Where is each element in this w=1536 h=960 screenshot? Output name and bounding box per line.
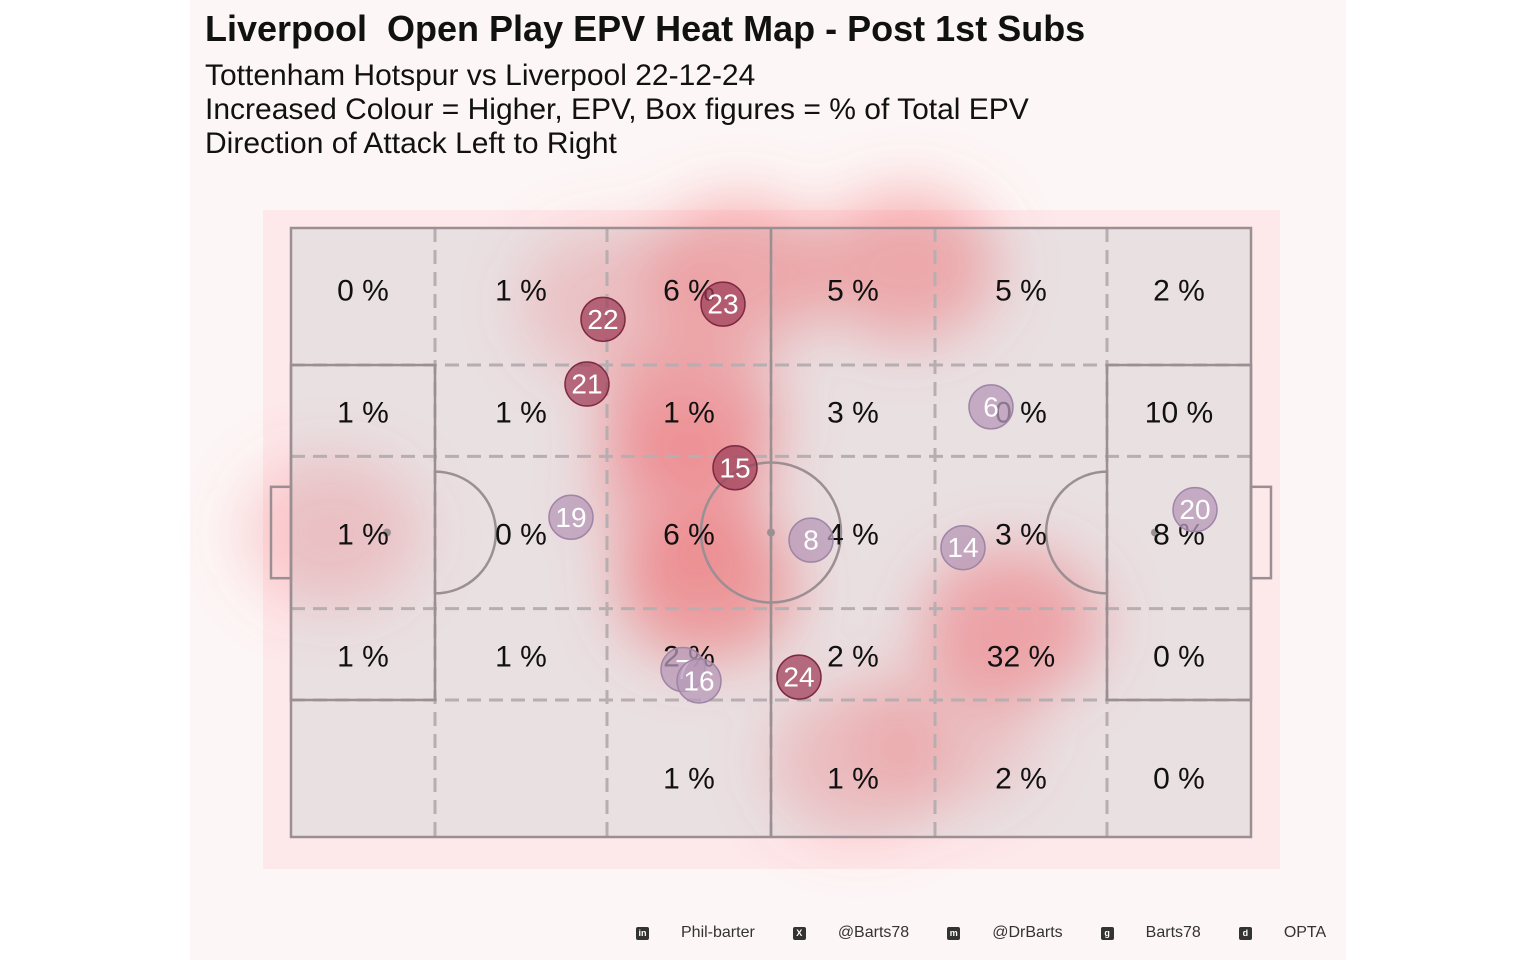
zone-percentage-label: 3 % — [827, 397, 879, 430]
zone-percentage-label: 1 % — [495, 397, 547, 430]
chart-title: Liverpool Open Play EPV Heat Map - Post … — [205, 8, 1086, 49]
left-goal — [269, 485, 293, 580]
zone-percentage-label: 0 % — [337, 275, 389, 308]
linkedin-icon: in — [636, 926, 649, 940]
player-number: 6 — [983, 391, 999, 422]
player-number: 15 — [719, 452, 750, 483]
footer-credit-label: Barts78 — [1145, 924, 1201, 941]
footer-credit-label: @Barts78 — [837, 924, 910, 941]
zone-percentage-label: 4 % — [827, 519, 879, 552]
centre-circle — [699, 461, 843, 604]
zone-percentage-label: 2 % — [995, 763, 1047, 796]
footer-credit-label: OPTA — [1283, 924, 1327, 941]
zone-percentage-label: 10 % — [1145, 397, 1213, 430]
zone-percentage-label: 32 % — [987, 641, 1055, 674]
zone-percentage-label: 5 % — [827, 275, 879, 308]
player-number: 20 — [1179, 494, 1210, 525]
heat-blob — [241, 457, 421, 608]
zone-percentage-label: 2 % — [827, 641, 879, 674]
player-number: 23 — [707, 289, 738, 320]
mastodon-icon: m — [947, 926, 961, 940]
player-marker — [564, 361, 610, 407]
zone-percentage-label: 0 % — [1153, 641, 1205, 674]
player-marker — [712, 445, 758, 491]
footer-credits: in Phil-barter X @Barts78 m @DrBarts g Barts78 d… — [636, 924, 1326, 942]
x-icon: X — [792, 926, 806, 940]
zone-percentage-label: 3 % — [995, 519, 1047, 552]
zone-percentage-label: 1 % — [663, 397, 715, 430]
player-number: 24 — [783, 662, 814, 693]
heat-blob — [857, 655, 1037, 806]
right-penalty-arc — [1044, 470, 1108, 595]
footer-credit-label: @DrBarts — [992, 924, 1063, 941]
right-goal — [1249, 485, 1273, 580]
player-marker — [788, 517, 834, 563]
footer-credit-label: Phil-barter — [681, 924, 755, 941]
zone-percentage-label: 2 % — [1153, 275, 1205, 308]
right-penalty-spot — [1151, 528, 1159, 537]
zone-percentage-label: 6 % — [663, 519, 715, 552]
player-number: 22 — [587, 304, 618, 335]
player-marker — [776, 654, 822, 700]
zone-percentage-label: 1 % — [827, 763, 879, 796]
dropbox-icon: d — [1238, 926, 1252, 940]
player-marker — [676, 658, 722, 704]
left-penalty-arc — [434, 470, 498, 595]
player-marker — [940, 524, 986, 571]
player-marker — [580, 296, 626, 343]
zone-percentage-label: 1 % — [337, 641, 389, 674]
player-number: 14 — [947, 532, 978, 563]
zone-percentage-label: 1 % — [663, 763, 715, 796]
subtitle-legend: Increased Colour = Higher, EPV, Box figu… — [205, 93, 1029, 126]
player-number: 16 — [683, 665, 714, 696]
zone-percentage-label: 1 % — [337, 397, 389, 430]
left-penalty-spot — [383, 528, 391, 537]
player-marker — [968, 384, 1014, 430]
player-number: 21 — [571, 369, 602, 400]
subtitle-match: Tottenham Hotspur vs Liverpool 22-12-24 — [205, 59, 756, 92]
zone-percentage-label: 1 % — [495, 275, 547, 308]
zone-percentage-label: 5 % — [995, 275, 1047, 308]
player-marker — [548, 494, 594, 541]
player-marker — [1172, 486, 1218, 533]
player-marker — [700, 281, 746, 327]
zone-percentage-label: 1 % — [495, 641, 547, 674]
player-number: 8 — [803, 525, 819, 556]
subtitle-direction: Direction of Attack Left to Right — [205, 127, 617, 160]
zone-percentage-label: 0 % — [495, 519, 547, 552]
zone-percentage-label: 0 % — [1153, 763, 1205, 796]
heat-blob — [817, 191, 997, 342]
centre-spot — [767, 528, 775, 537]
github-icon: g — [1100, 926, 1114, 940]
zone-percentage-label: 1 % — [337, 519, 389, 552]
player-number: 19 — [555, 502, 586, 533]
